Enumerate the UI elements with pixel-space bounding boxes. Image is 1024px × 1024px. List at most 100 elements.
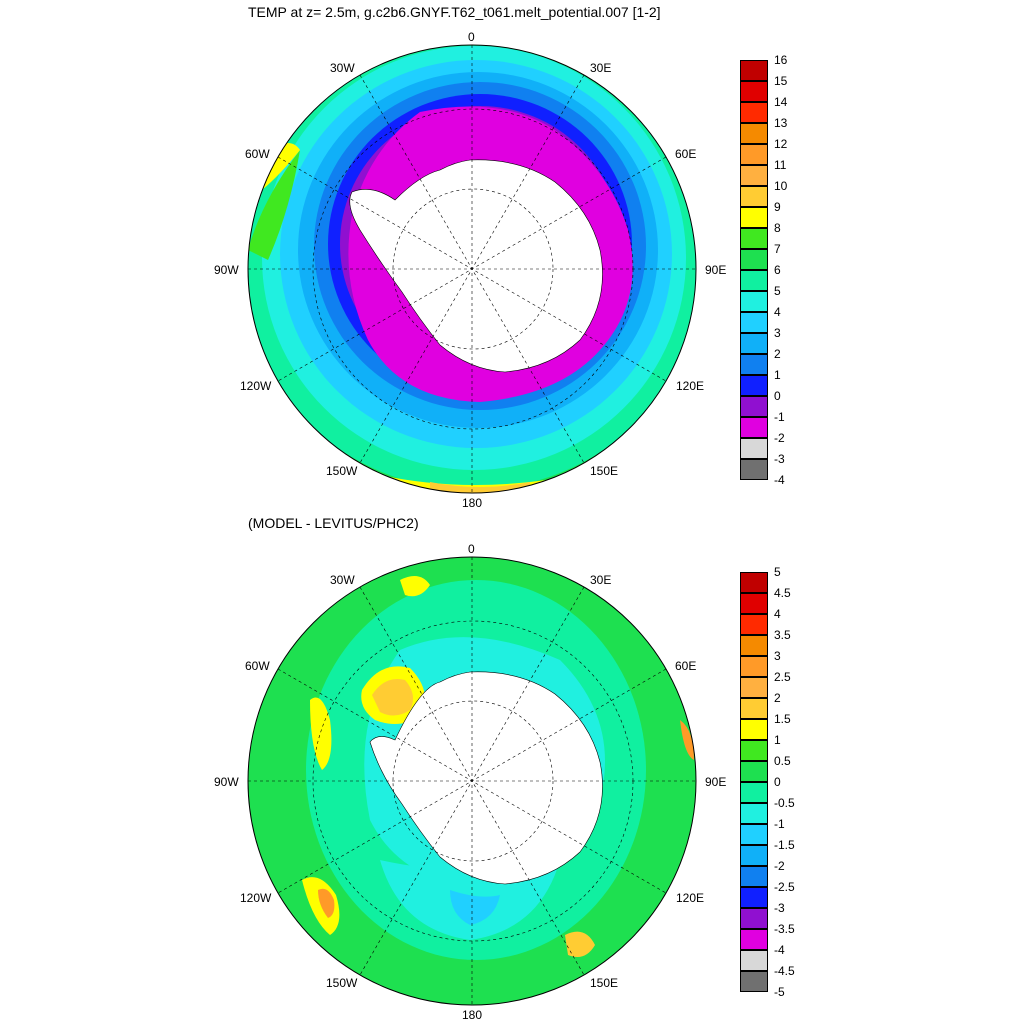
colorbar2-label: -4 — [774, 943, 785, 957]
colorbar1-swatch — [740, 312, 768, 333]
colorbar2-swatch — [740, 971, 768, 992]
colorbar1-label: 3 — [774, 326, 781, 340]
colorbar2-swatch — [740, 572, 768, 593]
colorbar2-label: -4.5 — [774, 964, 795, 978]
colorbar2-label: -0.5 — [774, 796, 795, 810]
colorbar1-swatch — [740, 81, 768, 102]
colorbar2-swatch — [740, 866, 768, 887]
colorbar2-label: -2.5 — [774, 880, 795, 894]
colorbar2-label: 3.5 — [774, 628, 791, 642]
colorbar1-label: 4 — [774, 305, 781, 319]
colorbar2-label: 2.5 — [774, 670, 791, 684]
colorbar1-swatch — [740, 165, 768, 186]
colorbar2-label: -1.5 — [774, 838, 795, 852]
colorbar2-label: -3 — [774, 901, 785, 915]
colorbar1-swatch — [740, 270, 768, 291]
colorbar1-swatch — [740, 375, 768, 396]
colorbar2-swatch — [740, 719, 768, 740]
colorbar1-swatch — [740, 186, 768, 207]
colorbar2-label: 2 — [774, 691, 781, 705]
colorbar1-label: 0 — [774, 389, 781, 403]
p2-lon-30e: 30E — [590, 573, 612, 587]
p2-lon-0: 0 — [468, 542, 475, 556]
p1-lon-150w: 150W — [326, 464, 358, 478]
colorbar1-label: 11 — [774, 158, 787, 172]
p1-lon-150e: 150E — [590, 464, 619, 478]
colorbar2-label: -1 — [774, 817, 785, 831]
p2-lon-60w: 60W — [245, 659, 270, 673]
p1-lon-120w: 120W — [240, 379, 272, 393]
colorbar2-swatch — [740, 908, 768, 929]
panel1-colorbar: 16 15 14 13 12 11 10 9 8 7 6 5 4 3 2 1 0 -1 -2 -3 -4 — [740, 54, 787, 486]
colorbar1-swatch — [740, 354, 768, 375]
colorbar2-label: 4 — [774, 607, 781, 621]
colorbar2-label: -3.5 — [774, 922, 795, 936]
p1-lon-30w: 30W — [330, 61, 355, 75]
p1-lon-180: 180 — [462, 496, 483, 510]
colorbar1-label: 8 — [774, 221, 781, 235]
p1-lon-60w: 60W — [245, 147, 270, 161]
colorbar2-label: 0.5 — [774, 754, 791, 768]
colorbar2-label: 1 — [774, 733, 781, 747]
p2-lon-120w: 120W — [240, 891, 272, 905]
colorbar2-label: 4.5 — [774, 586, 791, 600]
p2-lon-150w: 150W — [326, 976, 358, 990]
colorbar1-label: 5 — [774, 284, 781, 298]
antarctica-land — [349, 159, 603, 373]
colorbar1-swatch — [740, 60, 768, 81]
colorbar2-swatch — [740, 929, 768, 950]
colorbar1-label: 1 — [774, 368, 781, 382]
colorbar1-label: 12 — [774, 137, 788, 151]
colorbar1-swatch — [740, 333, 768, 354]
colorbar1-label: -1 — [774, 410, 785, 424]
panel2-map — [248, 557, 696, 1005]
colorbar2-swatch — [740, 887, 768, 908]
panel1-map — [248, 45, 696, 493]
colorbar1-swatch — [740, 144, 768, 165]
p2-lon-150e: 150E — [590, 976, 619, 990]
colorbar2-swatch — [740, 656, 768, 677]
colorbar2-swatch — [740, 614, 768, 635]
colorbar2-swatch — [740, 803, 768, 824]
colorbar1-label: -2 — [774, 431, 785, 445]
p2-lon-90w: 90W — [214, 775, 239, 789]
colorbar2-label: 5 — [774, 565, 781, 579]
colorbar1-swatch — [740, 396, 768, 417]
colorbar1-label: 9 — [774, 200, 781, 214]
p2-lon-180: 180 — [462, 1008, 483, 1022]
colorbar2-swatch — [740, 698, 768, 719]
colorbar1-swatch — [740, 417, 768, 438]
colorbar1-label: 16 — [774, 53, 788, 67]
colorbar2-swatch — [740, 740, 768, 761]
colorbar1-label: 6 — [774, 263, 781, 277]
colorbar1-swatch — [740, 228, 768, 249]
antarctica-land-panel2 — [369, 671, 603, 885]
p1-lon-120e: 120E — [676, 379, 705, 393]
colorbar1-swatch — [740, 459, 768, 480]
p1-lon-90e: 90E — [705, 263, 727, 277]
colorbar1-swatch — [740, 123, 768, 144]
p1-lon-90w: 90W — [214, 263, 239, 277]
colorbar2-swatch — [740, 782, 768, 803]
colorbar2-label: 0 — [774, 775, 781, 789]
colorbar1-swatch — [740, 249, 768, 270]
colorbar1-swatch — [740, 207, 768, 228]
colorbar1-label: 15 — [774, 74, 788, 88]
panel2-title: (MODEL - LEVITUS/PHC2) — [248, 515, 419, 531]
colorbar1-label: -3 — [774, 452, 785, 466]
colorbar2-swatch — [740, 593, 768, 614]
colorbar2-label: -2 — [774, 859, 785, 873]
colorbar2-label: -5 — [774, 985, 785, 999]
panel1-title: TEMP at z= 2.5m, g.c2b6.GNYF.T62_t061.me… — [248, 4, 661, 20]
p2-lon-60e: 60E — [675, 659, 697, 673]
p1-lon-30e: 30E — [590, 61, 612, 75]
p1-lon-0: 0 — [468, 30, 475, 44]
colorbar2-swatch — [740, 950, 768, 971]
colorbar2-swatch — [740, 761, 768, 782]
colorbar1-label: -4 — [774, 473, 785, 487]
colorbar1-label: 7 — [774, 242, 781, 256]
colorbar2-swatch — [740, 845, 768, 866]
colorbar2-swatch — [740, 824, 768, 845]
colorbar2-swatch — [740, 635, 768, 656]
